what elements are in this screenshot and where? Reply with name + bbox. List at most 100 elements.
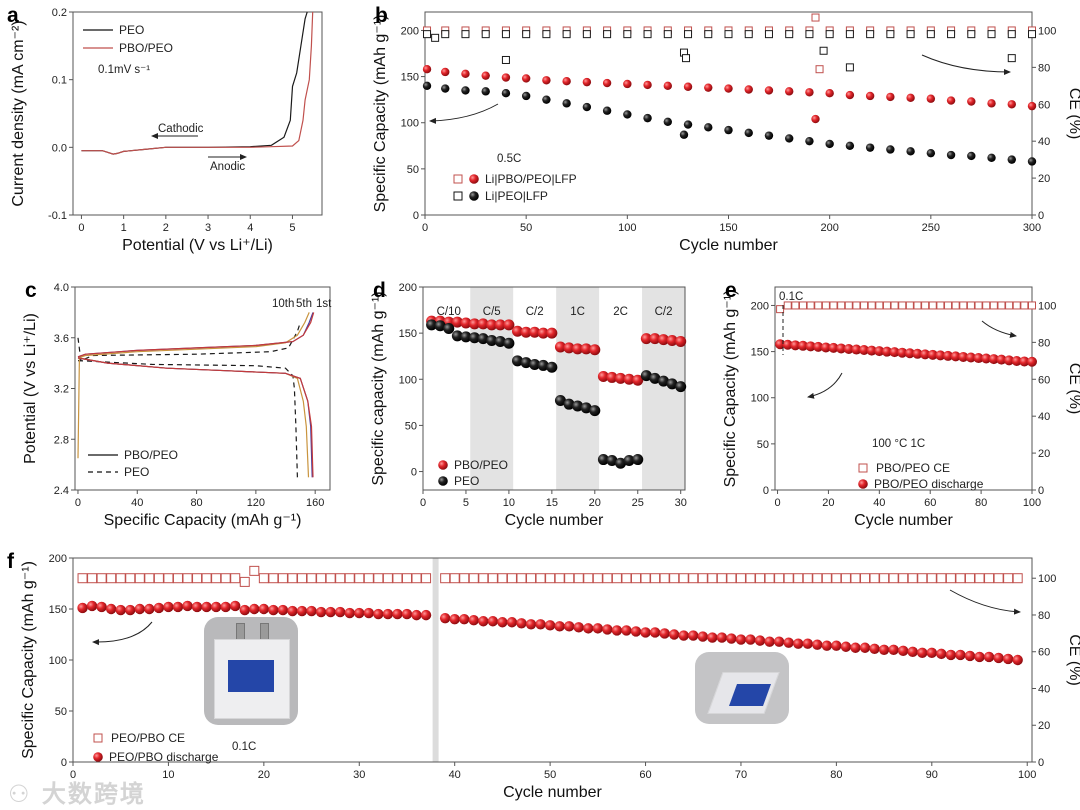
data-point bbox=[907, 646, 918, 658]
y-axis-label: Potential (V vs Li⁺/Li) bbox=[22, 313, 39, 464]
data-point bbox=[649, 372, 661, 384]
y2-tick-label: 100 bbox=[1038, 300, 1056, 312]
y2-tick-label: 20 bbox=[1038, 720, 1050, 732]
data-point bbox=[1027, 356, 1037, 367]
series-line bbox=[77, 312, 315, 358]
data-point bbox=[163, 573, 174, 584]
series-line bbox=[77, 312, 314, 358]
data-point bbox=[663, 30, 672, 39]
data-point bbox=[486, 335, 498, 347]
y2-tick-label: 80 bbox=[1038, 610, 1050, 622]
data-point bbox=[904, 348, 915, 359]
legend-label: PBO/PEO bbox=[119, 41, 173, 55]
data-point bbox=[984, 573, 995, 584]
data-point bbox=[866, 345, 877, 356]
data-point bbox=[958, 351, 969, 362]
data-point bbox=[945, 649, 957, 661]
legend-label: PBO/PEO discharge bbox=[874, 477, 984, 491]
data-point bbox=[469, 332, 481, 344]
legend-item: Li|PBO/PEO|LFP bbox=[453, 172, 577, 186]
data-point bbox=[258, 603, 270, 615]
x-tick-label: 160 bbox=[306, 497, 324, 509]
data-point bbox=[860, 573, 871, 584]
data-point bbox=[582, 30, 591, 39]
data-point bbox=[913, 301, 922, 310]
data-point bbox=[707, 573, 718, 584]
data-point bbox=[563, 621, 575, 632]
x-tick-label: 50 bbox=[544, 769, 556, 781]
data-point bbox=[831, 573, 842, 584]
x-tick-label: 0 bbox=[422, 222, 428, 234]
data-point bbox=[1027, 101, 1037, 111]
data-point bbox=[325, 606, 336, 618]
shaded-rate-band bbox=[556, 287, 600, 490]
data-point bbox=[249, 565, 260, 576]
data-point bbox=[461, 69, 470, 79]
data-point bbox=[597, 371, 609, 383]
data-point bbox=[210, 601, 222, 613]
data-point bbox=[562, 30, 571, 39]
data-point bbox=[354, 573, 365, 584]
data-point bbox=[449, 614, 460, 625]
data-point bbox=[615, 457, 627, 469]
plot-frame bbox=[72, 11, 323, 216]
data-point bbox=[583, 573, 594, 584]
data-point bbox=[1004, 355, 1015, 366]
data-point bbox=[506, 617, 518, 628]
x-tick-label: 1 bbox=[121, 222, 127, 234]
annotation-text: 1st bbox=[316, 298, 332, 310]
x-tick-label: 250 bbox=[922, 222, 940, 234]
data-point bbox=[663, 117, 672, 127]
data-point bbox=[630, 573, 641, 584]
legend-item: PEO/PBO discharge bbox=[93, 750, 219, 764]
plot-frame bbox=[774, 286, 1033, 491]
data-point bbox=[989, 301, 998, 310]
data-point bbox=[230, 600, 241, 612]
data-point bbox=[497, 573, 508, 584]
data-point bbox=[115, 604, 126, 616]
data-point bbox=[441, 67, 450, 77]
data-point bbox=[201, 601, 212, 613]
legend-ball-icon bbox=[469, 174, 479, 184]
data-point bbox=[520, 357, 532, 369]
y-tick-label: 0 bbox=[61, 757, 67, 769]
data-point bbox=[716, 573, 727, 584]
data-point bbox=[451, 316, 463, 328]
data-point bbox=[679, 130, 689, 139]
data-point bbox=[967, 30, 976, 39]
data-point bbox=[411, 573, 422, 584]
y-axis-label: Specific Capacity (mAh g⁻¹) bbox=[20, 561, 37, 759]
legend-item: PBO/PEO discharge bbox=[858, 477, 984, 491]
panel-letter: f bbox=[7, 550, 15, 573]
x-tick-label: 150 bbox=[719, 222, 737, 234]
data-point bbox=[535, 573, 546, 584]
data-point bbox=[886, 145, 895, 154]
data-point bbox=[783, 637, 794, 648]
series-li-peo-lfp-ce bbox=[423, 30, 1036, 72]
data-point bbox=[726, 573, 737, 584]
legend-square-icon bbox=[453, 174, 463, 184]
data-point bbox=[897, 645, 909, 657]
x-tick-label: 120 bbox=[247, 497, 265, 509]
y-tick-label: 2.4 bbox=[54, 485, 69, 497]
data-point bbox=[423, 30, 432, 39]
data-point bbox=[735, 573, 746, 584]
data-point bbox=[611, 625, 623, 636]
data-point bbox=[163, 601, 174, 613]
data-point bbox=[959, 301, 968, 310]
legend-item: PEO bbox=[88, 465, 149, 479]
data-point bbox=[449, 573, 460, 584]
data-point bbox=[443, 323, 455, 335]
data-point bbox=[201, 573, 212, 584]
annotation-text: 0.1mV s⁻¹ bbox=[98, 64, 150, 76]
legend-ball-icon bbox=[858, 479, 868, 489]
data-point bbox=[392, 573, 403, 584]
data-point bbox=[373, 573, 384, 584]
data-point bbox=[845, 30, 854, 39]
data-point bbox=[805, 30, 814, 39]
data-point bbox=[125, 604, 136, 616]
series-line bbox=[77, 322, 301, 362]
data-point bbox=[382, 608, 394, 620]
data-point bbox=[306, 573, 317, 584]
